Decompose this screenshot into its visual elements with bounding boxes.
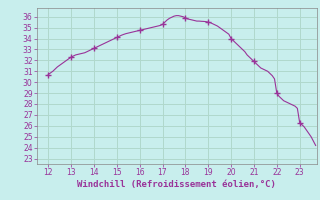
X-axis label: Windchill (Refroidissement éolien,°C): Windchill (Refroidissement éolien,°C) [77,180,276,189]
